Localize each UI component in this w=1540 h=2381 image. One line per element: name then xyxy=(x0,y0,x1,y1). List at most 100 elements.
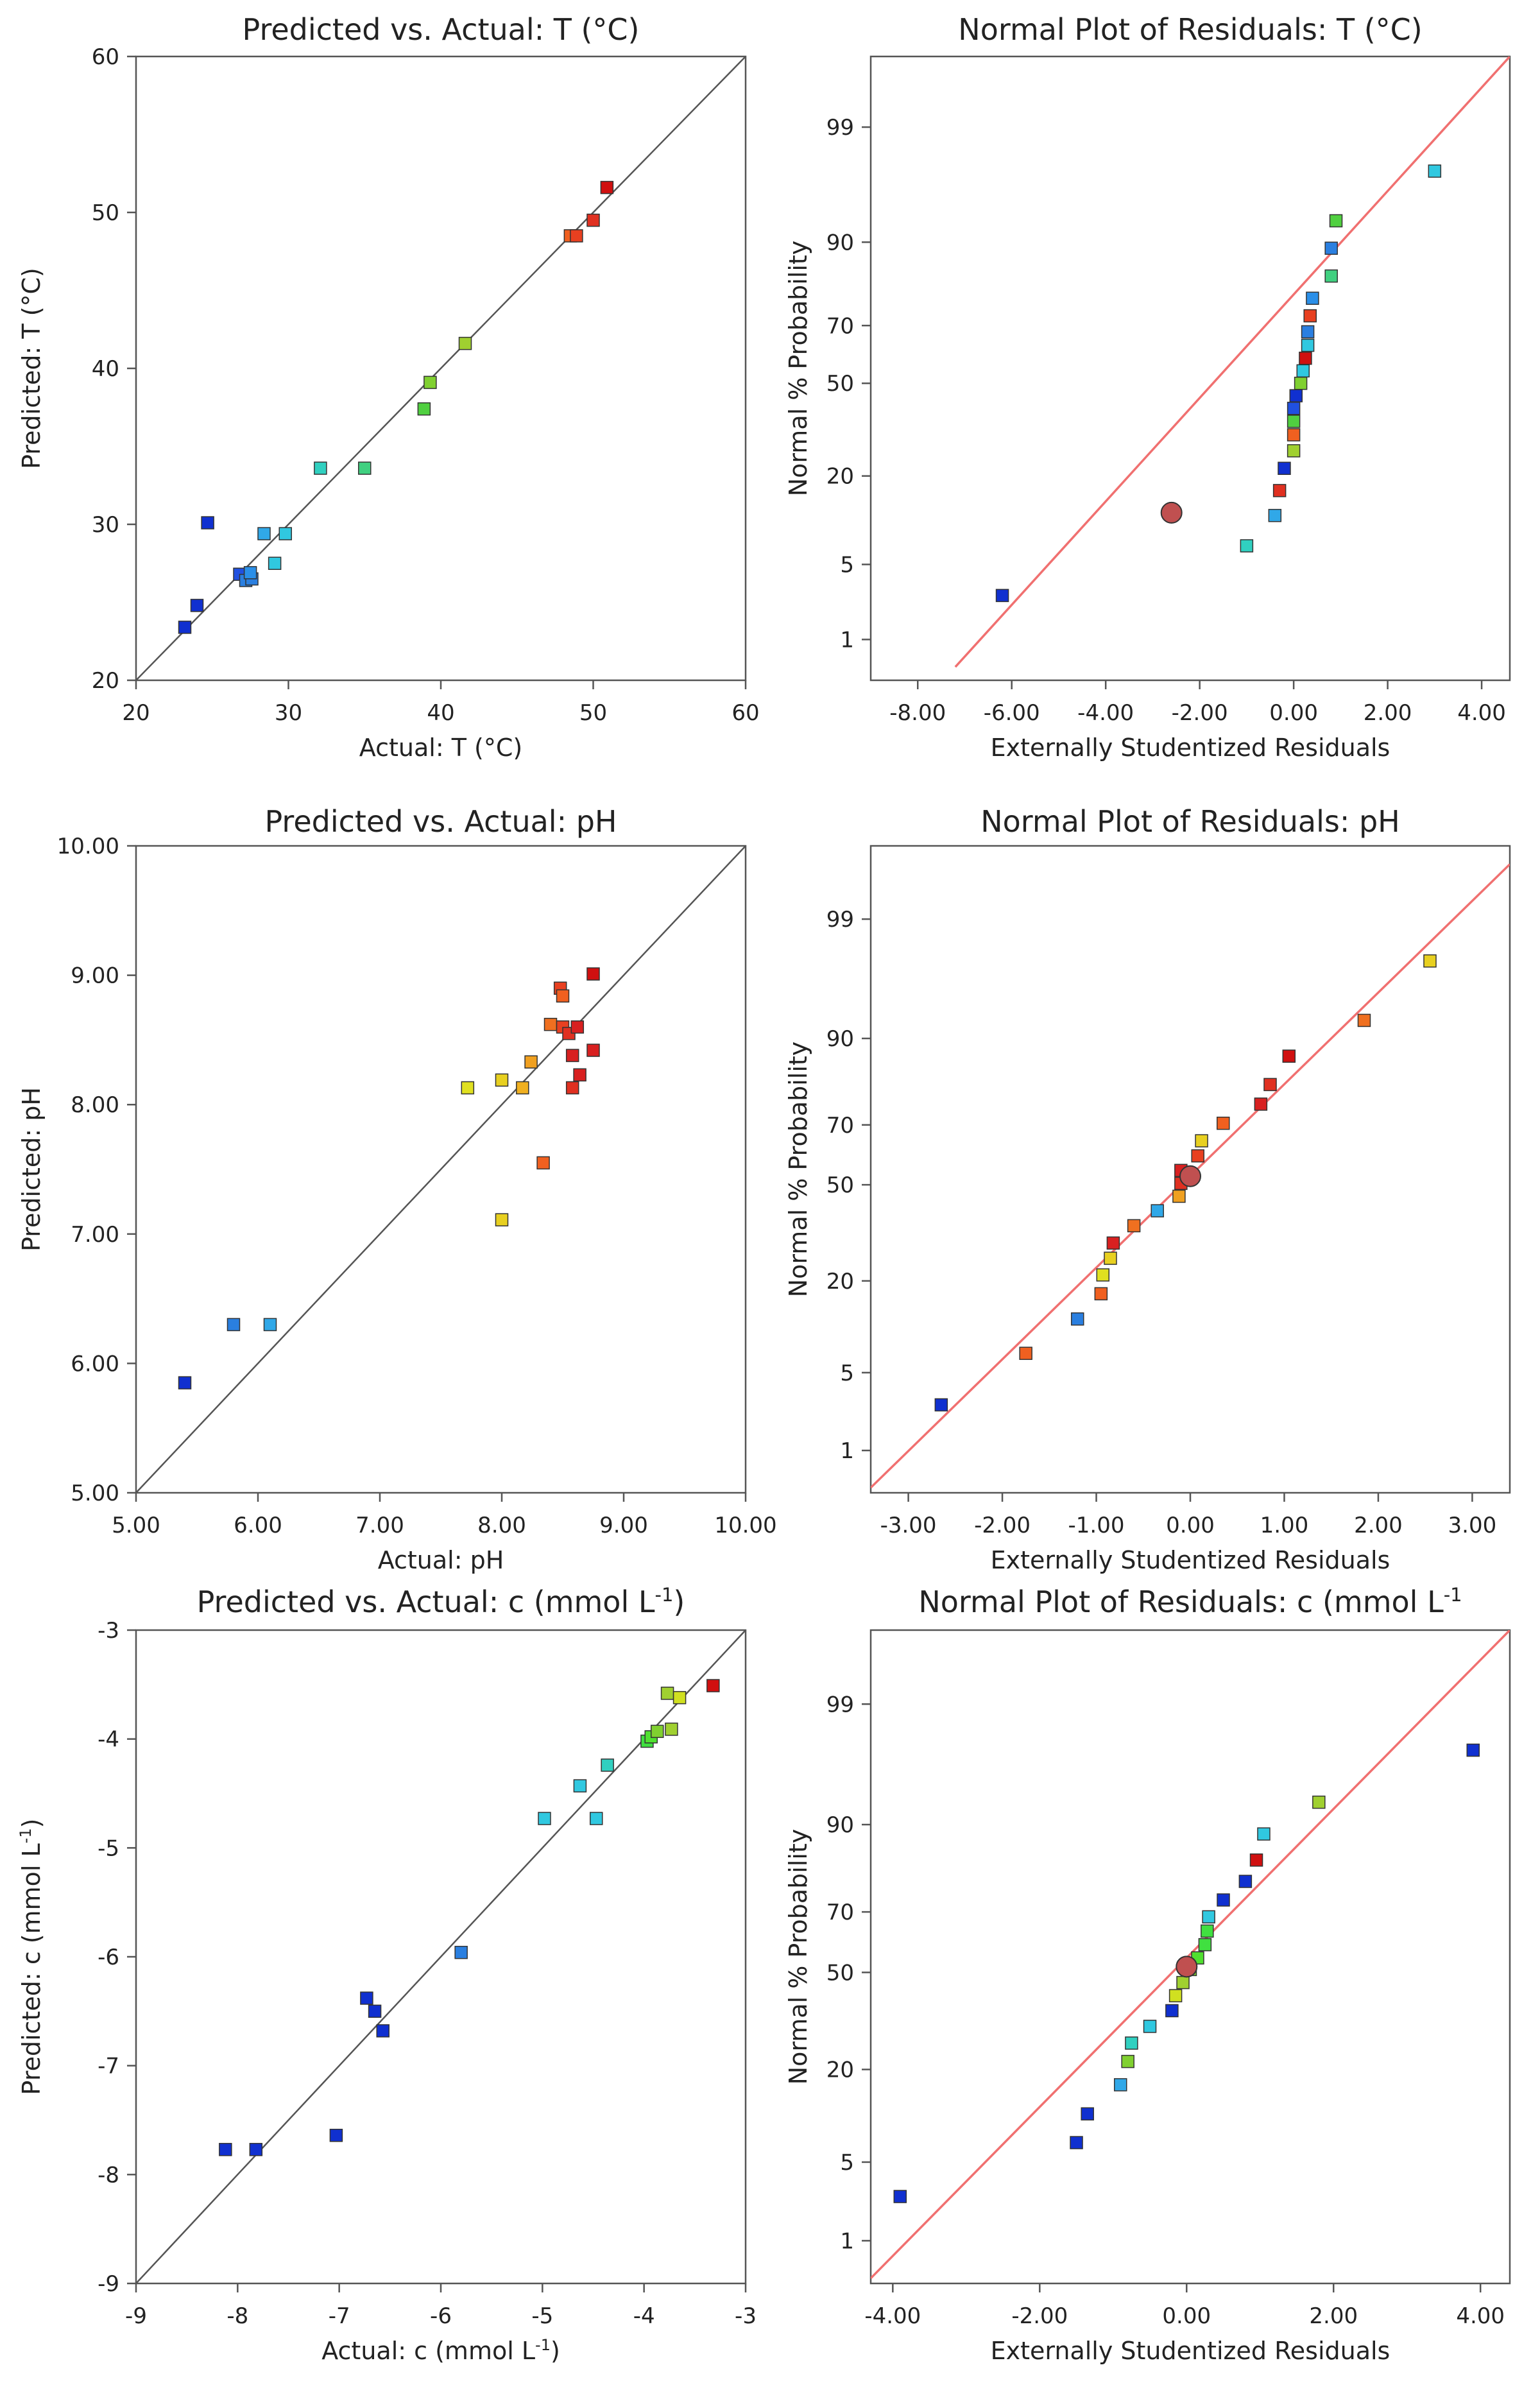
y-tick-label: 7.00 xyxy=(71,1222,119,1248)
x-tick-label: 9.00 xyxy=(599,1513,648,1538)
data-point xyxy=(495,1213,509,1226)
y-tick-label: 99 xyxy=(826,907,854,933)
data-point xyxy=(257,527,271,540)
data-point xyxy=(1096,1268,1110,1282)
x-tick-label: -2.00 xyxy=(1011,2303,1068,2329)
panel-pva-c: -9 -8 -7 -6 -5 -4 -3 -9 -8 -7 -6 -5 -4 -3 Predicted vs… xyxy=(17,1584,757,2365)
data-point xyxy=(1301,338,1315,352)
panel-title: Predicted vs. Actual: T (°C) xyxy=(243,12,640,47)
highlighted-point xyxy=(1179,1165,1201,1187)
data-point xyxy=(1070,2136,1083,2149)
data-point xyxy=(1287,444,1301,458)
x-tick-label: 0.00 xyxy=(1162,2303,1211,2329)
data-point xyxy=(263,1318,277,1332)
data-point xyxy=(1287,428,1301,442)
x-tick-label: 2.00 xyxy=(1354,1513,1403,1538)
data-point xyxy=(586,213,600,227)
y-tick-label: 20 xyxy=(826,464,854,490)
x-tick-label: 6.00 xyxy=(234,1513,282,1538)
data-point xyxy=(278,527,292,540)
panel-title: Normal Plot of Residuals: pH xyxy=(980,804,1399,839)
x-axis-label: Actual: pH xyxy=(378,1546,504,1574)
data-point xyxy=(706,1679,720,1692)
y-tick-label: 50 xyxy=(826,1960,854,1986)
data-point xyxy=(1240,539,1254,553)
x-tick-label: 10.00 xyxy=(714,1513,776,1538)
data-point xyxy=(538,1812,551,1825)
x-tick-label: 40 xyxy=(427,700,454,726)
y-tick-label: -3 xyxy=(98,1618,119,1644)
data-point xyxy=(1303,309,1317,323)
y-tick-label: -5 xyxy=(98,1835,119,1861)
data-point xyxy=(1301,325,1315,339)
data-point xyxy=(1121,2054,1134,2068)
data-point xyxy=(665,1723,678,1736)
data-point xyxy=(360,1991,373,2005)
x-tick-label: -4 xyxy=(633,2303,655,2329)
y-tick-label: 5.00 xyxy=(71,1481,119,1506)
data-point xyxy=(1238,1875,1253,1888)
reference-line xyxy=(871,1630,1510,2280)
data-point xyxy=(570,1020,585,1034)
data-point xyxy=(672,1690,687,1705)
y-tick-label: 90 xyxy=(826,1026,854,1052)
x-tick-label: 2.00 xyxy=(1364,700,1412,726)
x-tick-label: 4.00 xyxy=(1457,700,1506,726)
data-point xyxy=(1125,2036,1138,2050)
y-tick-label: 6.00 xyxy=(71,1351,119,1377)
plot-frame xyxy=(869,55,1511,682)
data-point xyxy=(1278,461,1291,475)
x-tick-label: 3.00 xyxy=(1448,1513,1497,1538)
y-tick-label: -7 xyxy=(98,2054,119,2079)
panel-pva-pH: 5.00 6.00 7.00 8.00 9.00 10.00 5.00 6.00 7.00 8.0… xyxy=(17,804,777,1574)
data-point xyxy=(1127,1219,1141,1233)
data-point xyxy=(1357,1013,1371,1027)
data-point xyxy=(424,375,437,390)
y-tick-label: -8 xyxy=(98,2162,119,2188)
x-tick-label: -2.00 xyxy=(1172,700,1228,726)
data-point xyxy=(1195,1134,1208,1148)
y-tick-label: 1 xyxy=(840,627,854,653)
data-point xyxy=(556,989,570,1003)
data-point xyxy=(1143,2020,1157,2033)
data-point xyxy=(461,1081,475,1095)
data-point xyxy=(893,2190,907,2203)
x-axis-label: Externally Studentized Residuals xyxy=(991,1546,1390,1574)
data-point xyxy=(178,621,192,634)
x-tick-label: -4.00 xyxy=(1077,700,1134,726)
data-point xyxy=(586,967,600,981)
data-point xyxy=(1113,2078,1127,2092)
data-point xyxy=(219,2143,232,2156)
data-point xyxy=(600,180,614,194)
data-point xyxy=(601,1758,614,1772)
data-point xyxy=(1151,1204,1164,1217)
panel-normal-T: -8.00 -6.00 -4.00 -2.00 0.00 2.00 4.00 1 5 20 50 70… xyxy=(784,12,1511,762)
data-point xyxy=(524,1055,538,1069)
x-axis-label: Externally Studentized Residuals xyxy=(991,2337,1390,2365)
data-point xyxy=(1202,1910,1215,1924)
data-point xyxy=(1257,1827,1270,1841)
y-tick-label: 60 xyxy=(92,44,119,70)
data-point xyxy=(178,1376,192,1389)
panel-pva-T: 20 30 40 50 60 20 30 40 50 60 Predicted vs. Actual… xyxy=(17,12,760,762)
y-tick-label: -9 xyxy=(98,2271,119,2297)
data-point xyxy=(1165,2004,1179,2018)
x-tick-label: -7 xyxy=(329,2303,350,2329)
y-tick-label: 20 xyxy=(826,1269,854,1294)
panel-normal-c: -4.00 -2.00 0.00 2.00 4.00 1 5 20 50 70 90 99 Normal… xyxy=(784,1584,1511,2365)
y-axis-label: Normal % Probability xyxy=(784,241,812,497)
y-tick-label: 5 xyxy=(840,552,854,578)
x-axis-label: Externally Studentized Residuals xyxy=(991,734,1390,762)
y-axis-label: Normal % Probability xyxy=(784,1042,812,1298)
x-tick-label: -6.00 xyxy=(984,700,1040,726)
data-point xyxy=(368,2004,382,2018)
x-tick-label: 7.00 xyxy=(355,1513,404,1538)
x-tick-label: -3.00 xyxy=(880,1513,937,1538)
data-point xyxy=(1287,415,1301,428)
x-tick-label: -2.00 xyxy=(974,1513,1031,1538)
data-point xyxy=(516,1081,529,1095)
y-tick-label: 5 xyxy=(840,1361,854,1386)
data-point xyxy=(1287,402,1301,415)
panel-title: Predicted vs. Actual: c (mmol L-1) xyxy=(197,1584,685,1619)
